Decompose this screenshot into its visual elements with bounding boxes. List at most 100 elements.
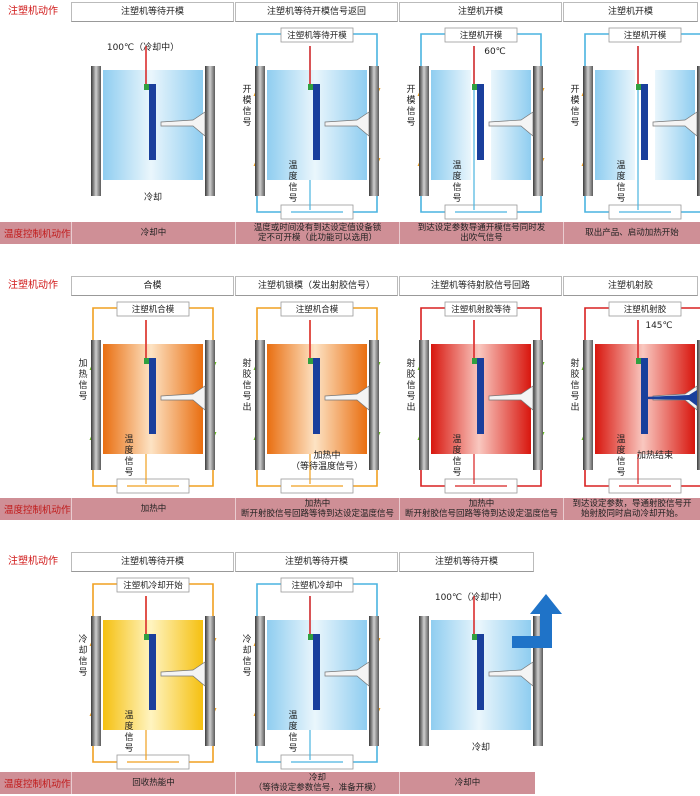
row3-status-2: 冷却 （等待设定参数信号，准备开模）: [235, 772, 399, 794]
state-box-label: 注塑机冷却开始: [123, 580, 183, 591]
row3-status-1: 回收热能中: [71, 772, 235, 794]
svg-text:度: 度: [288, 720, 297, 732]
svg-text:度: 度: [124, 444, 133, 456]
mold-core: [149, 84, 156, 160]
svg-text:信: 信: [452, 455, 461, 467]
left-platen: [255, 616, 265, 746]
signal-arrow-icon: [209, 362, 217, 370]
svg-text:号: 号: [124, 743, 133, 754]
left-platen: [91, 340, 101, 470]
row1-status-2: 温度或时间没有到达设定值设备锁 定不可开模（此功能可以选用）: [235, 222, 399, 244]
row1-status-1: 冷却中: [71, 222, 235, 244]
mold-right-half: [655, 70, 695, 180]
mold-right-half: [479, 344, 531, 454]
svg-text:信: 信: [78, 379, 87, 391]
signal-arrow-icon: [417, 432, 425, 440]
row2-header-3: 注塑机等待射胶信号回路: [399, 276, 562, 296]
signal-arrow-icon: [581, 432, 589, 440]
svg-text:却: 却: [78, 645, 87, 656]
svg-text:开: 开: [570, 84, 579, 95]
bottom-connector: [608, 204, 682, 220]
signal-wire-right: [509, 307, 542, 487]
nozzle-icon: [324, 111, 370, 137]
state-box-label: 注塑机冷却中: [291, 580, 342, 591]
temperature-readout: 100℃（冷却中）: [435, 591, 507, 603]
svg-text:射: 射: [406, 357, 415, 369]
signal-wire-left: [420, 307, 453, 487]
mold-core: [477, 634, 484, 710]
signal-wire-right: [345, 583, 378, 763]
row2-header-4: 注塑机射胶: [563, 276, 698, 296]
svg-text:冷: 冷: [78, 633, 87, 645]
svg-text:胶: 胶: [242, 368, 251, 380]
svg-text:却: 却: [242, 645, 251, 656]
signal-arrow-icon: [417, 362, 425, 370]
thermocouple-tip-icon: [144, 358, 149, 364]
state-box: [280, 577, 354, 593]
mold-right-half: [315, 70, 367, 180]
svg-text:模: 模: [570, 95, 579, 106]
thermocouple-tip-icon: [636, 358, 641, 364]
svg-text:射: 射: [570, 357, 579, 369]
signal-arrow-icon: [373, 638, 381, 646]
svg-text:温: 温: [452, 160, 461, 171]
signal-arrow-icon: [537, 362, 545, 370]
signal-arrow-icon: [373, 158, 381, 166]
caption-text: （等待温度信号）: [291, 460, 363, 472]
state-box-label: 注塑机射胶等待: [451, 304, 511, 315]
mold-core: [477, 84, 484, 160]
left-platen: [419, 340, 429, 470]
svg-text:度: 度: [616, 170, 625, 182]
temp-signal-label: 温度信号: [124, 710, 133, 754]
signal-wire-left: [256, 307, 289, 487]
svg-text:号: 号: [452, 193, 461, 204]
svg-text:号: 号: [288, 193, 297, 204]
caption-text: 加热中: [313, 449, 340, 461]
svg-text:温: 温: [288, 710, 297, 721]
row1-header-2: 注塑机等待开模信号返回: [235, 2, 398, 22]
mold-left-half: [431, 70, 471, 180]
right-platen: [533, 66, 543, 196]
svg-text:温: 温: [616, 160, 625, 171]
svg-text:号: 号: [242, 391, 251, 402]
svg-text:温: 温: [452, 434, 461, 445]
thermocouple-tip-icon: [472, 358, 477, 364]
row3-header-1: 注塑机等待开模: [71, 552, 234, 572]
signal-arrow-icon: [89, 638, 97, 646]
state-box-label: 注塑机合模: [296, 304, 339, 315]
svg-text:度: 度: [124, 720, 133, 732]
temp-signal-label: 温度信号: [616, 434, 625, 478]
signal-wire-right: [509, 33, 542, 213]
svg-text:信: 信: [288, 181, 297, 193]
mold-right-half: [315, 620, 367, 730]
left-signal-label: 开模信号: [406, 84, 415, 128]
signal-wire-left: [584, 33, 617, 213]
nozzle-icon: [488, 111, 534, 137]
row1-header-1: 注塑机等待开模: [71, 2, 234, 22]
svg-text:号: 号: [570, 391, 579, 402]
bottom-connector: [444, 204, 518, 220]
signal-wire-left: [420, 33, 453, 213]
right-platen: [369, 616, 379, 746]
nozzle-icon: [324, 661, 370, 687]
mold-left-half: [267, 344, 315, 454]
bottom-connector: [444, 478, 518, 494]
svg-text:信: 信: [242, 105, 251, 117]
svg-text:温: 温: [288, 160, 297, 171]
svg-text:温: 温: [124, 710, 133, 721]
nozzle-icon: [652, 385, 698, 411]
row1-temp-label: 温度控制机动作: [4, 229, 71, 240]
row3-status-gap: [535, 772, 700, 794]
svg-text:号: 号: [406, 391, 415, 402]
temperature-readout: 145℃: [645, 321, 672, 331]
svg-text:号: 号: [616, 193, 625, 204]
state-box-label: 注塑机射胶: [624, 304, 667, 315]
signal-arrow-icon: [537, 88, 545, 96]
bottom-connector: [280, 204, 354, 220]
signal-arrow-icon: [373, 88, 381, 96]
mold-left-half: [431, 344, 479, 454]
signal-wire-right: [345, 307, 378, 487]
